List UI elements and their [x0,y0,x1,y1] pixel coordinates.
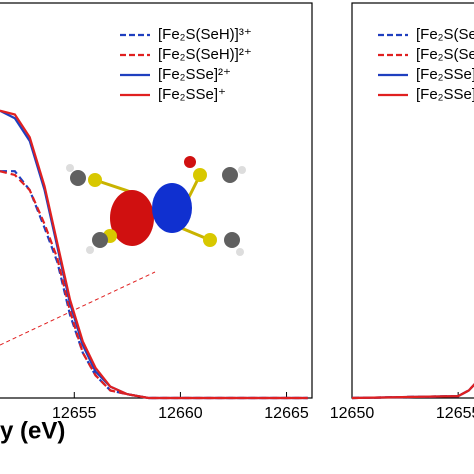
series-line [351,383,474,400]
series-line [0,109,308,400]
x-tick-label: 12660 [158,405,203,422]
right-frame [351,2,474,399]
x-tick-label: 12655 [52,405,97,422]
legend-label: [Fe₂S(SeH)]³⁺ [416,26,474,43]
x-tick-label: 12665 [264,405,309,422]
legend-label: [Fe₂S(SeH)]²⁺ [158,46,252,63]
series-line [351,383,474,400]
legend-label: [Fe₂SSe]⁺ [158,86,226,103]
x-tick-label: 12655 [436,405,474,422]
legend-label: [Fe₂SSe]⁺ [416,86,474,103]
legend-label: [Fe₂SSe]²⁺ [416,66,474,83]
series-line [0,109,308,400]
series-line [351,383,474,400]
legend-label: [Fe₂SSe]²⁺ [158,66,231,83]
legend-label: [Fe₂S(SeH)]²⁺ [416,46,474,63]
molecule-inset [66,156,246,256]
annotation-line [0,271,156,346]
series-line [351,383,474,400]
legend-label: [Fe₂S(SeH)]³⁺ [158,26,252,43]
x-tick-label: 12650 [330,405,375,422]
x-axis-label: y (eV) [0,417,65,444]
